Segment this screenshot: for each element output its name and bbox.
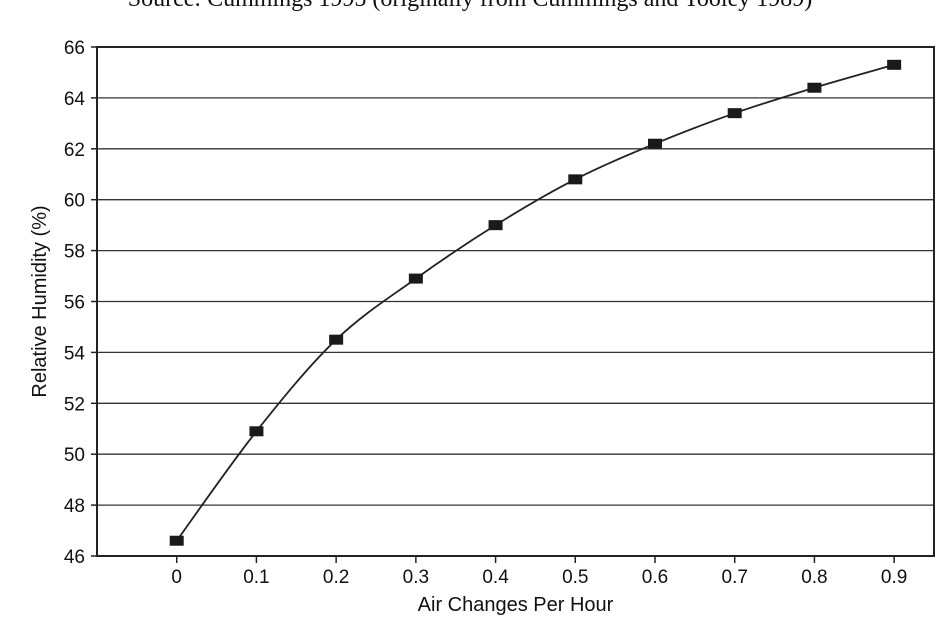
- x-tick-label: 0.3: [403, 567, 429, 588]
- gridlines: [97, 46, 934, 557]
- y-axis-ticks: 46 48 50 52 54 56 58 60 62 64 66: [64, 38, 97, 568]
- data-point-marker: [408, 273, 423, 284]
- y-tick-label: 52: [64, 394, 85, 415]
- data-point-marker: [727, 108, 742, 119]
- y-tick-label: 58: [64, 242, 85, 263]
- x-tick-label: 0.9: [881, 567, 907, 588]
- data-point-marker: [169, 535, 184, 546]
- data-point-marker: [807, 82, 822, 93]
- x-tick-label: 0.1: [243, 567, 269, 588]
- y-tick-label: 46: [64, 547, 85, 568]
- x-axis-title: Air Changes Per Hour: [418, 594, 614, 616]
- data-point-marker: [648, 138, 662, 149]
- x-tick-label: 0.7: [722, 567, 748, 588]
- data-point-marker: [488, 220, 503, 231]
- source-caption: Source: Cummings 1995 (originally from C…: [0, 0, 940, 13]
- data-point-marker: [329, 334, 344, 345]
- x-tick-label: 0.8: [801, 567, 827, 588]
- series-layer: [169, 59, 902, 546]
- x-tick-label: 0: [171, 567, 182, 588]
- x-tick-label: 0.6: [642, 567, 668, 588]
- y-tick-label: 48: [64, 496, 85, 517]
- x-axis-ticks: 0 0.1 0.2 0.3 0.4 0.5 0.6 0.7 0.8 0.9: [171, 556, 907, 588]
- y-tick-label: 60: [64, 191, 85, 212]
- y-axis-title: Relative Humidity (%): [29, 205, 51, 397]
- y-tick-label: 56: [64, 293, 85, 314]
- series-line: [175, 63, 895, 542]
- data-point-marker: [568, 174, 583, 185]
- x-tick-label: 0.2: [323, 567, 349, 588]
- x-tick-label: 0.5: [562, 567, 588, 588]
- x-tick-label: 0.4: [482, 567, 509, 588]
- y-tick-label: 64: [64, 89, 86, 110]
- y-tick-label: 54: [64, 343, 86, 364]
- y-tick-label: 66: [64, 38, 85, 59]
- data-point-marker: [887, 59, 902, 70]
- data-point-marker: [249, 426, 264, 437]
- y-tick-label: 62: [64, 140, 85, 161]
- y-tick-label: 50: [64, 445, 85, 466]
